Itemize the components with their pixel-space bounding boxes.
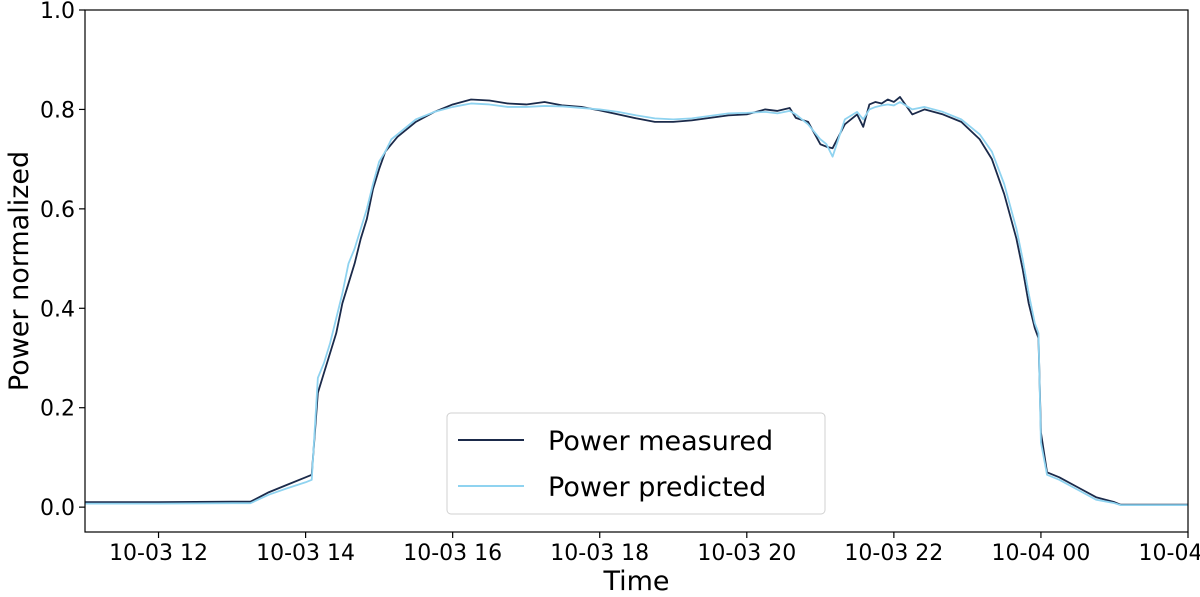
series-line-measured bbox=[85, 96, 1188, 506]
x-tick-label: 10-03 12 bbox=[109, 541, 208, 566]
x-tick-label: 10-03 18 bbox=[550, 541, 649, 566]
legend: Power measured Power predicted bbox=[446, 412, 826, 515]
y-tick-label: 0.8 bbox=[40, 98, 75, 123]
legend-label-predicted: Power predicted bbox=[548, 472, 766, 503]
legend-frame bbox=[446, 412, 826, 515]
x-axis-title: Time bbox=[602, 566, 669, 597]
y-tick-label: 0.0 bbox=[40, 496, 75, 521]
y-axis-title: Power normalized bbox=[4, 151, 35, 391]
x-tick-label: 10-04 02 bbox=[1139, 541, 1200, 566]
axes-group: 10-03 12 10-03 14 10-03 16 10-03 18 10-03 20… bbox=[40, 0, 1200, 566]
x-tick-label: 10-03 20 bbox=[697, 541, 796, 566]
x-tick-label: 10-04 00 bbox=[991, 541, 1090, 566]
x-tick-label: 10-03 16 bbox=[403, 541, 502, 566]
series-line-predicted bbox=[85, 101, 1188, 507]
plot-frame bbox=[84, 9, 1189, 533]
y-tick-label: 0.6 bbox=[40, 198, 75, 223]
y-tick-label: 1.0 bbox=[40, 0, 75, 24]
y-tick-label: 0.2 bbox=[40, 397, 75, 422]
x-tick-label: 10-03 14 bbox=[256, 541, 355, 566]
y-tick-label: 0.4 bbox=[40, 297, 75, 322]
legend-label-measured: Power measured bbox=[548, 426, 773, 457]
x-tick-label: 10-03 22 bbox=[844, 541, 943, 566]
series-group bbox=[85, 96, 1188, 507]
